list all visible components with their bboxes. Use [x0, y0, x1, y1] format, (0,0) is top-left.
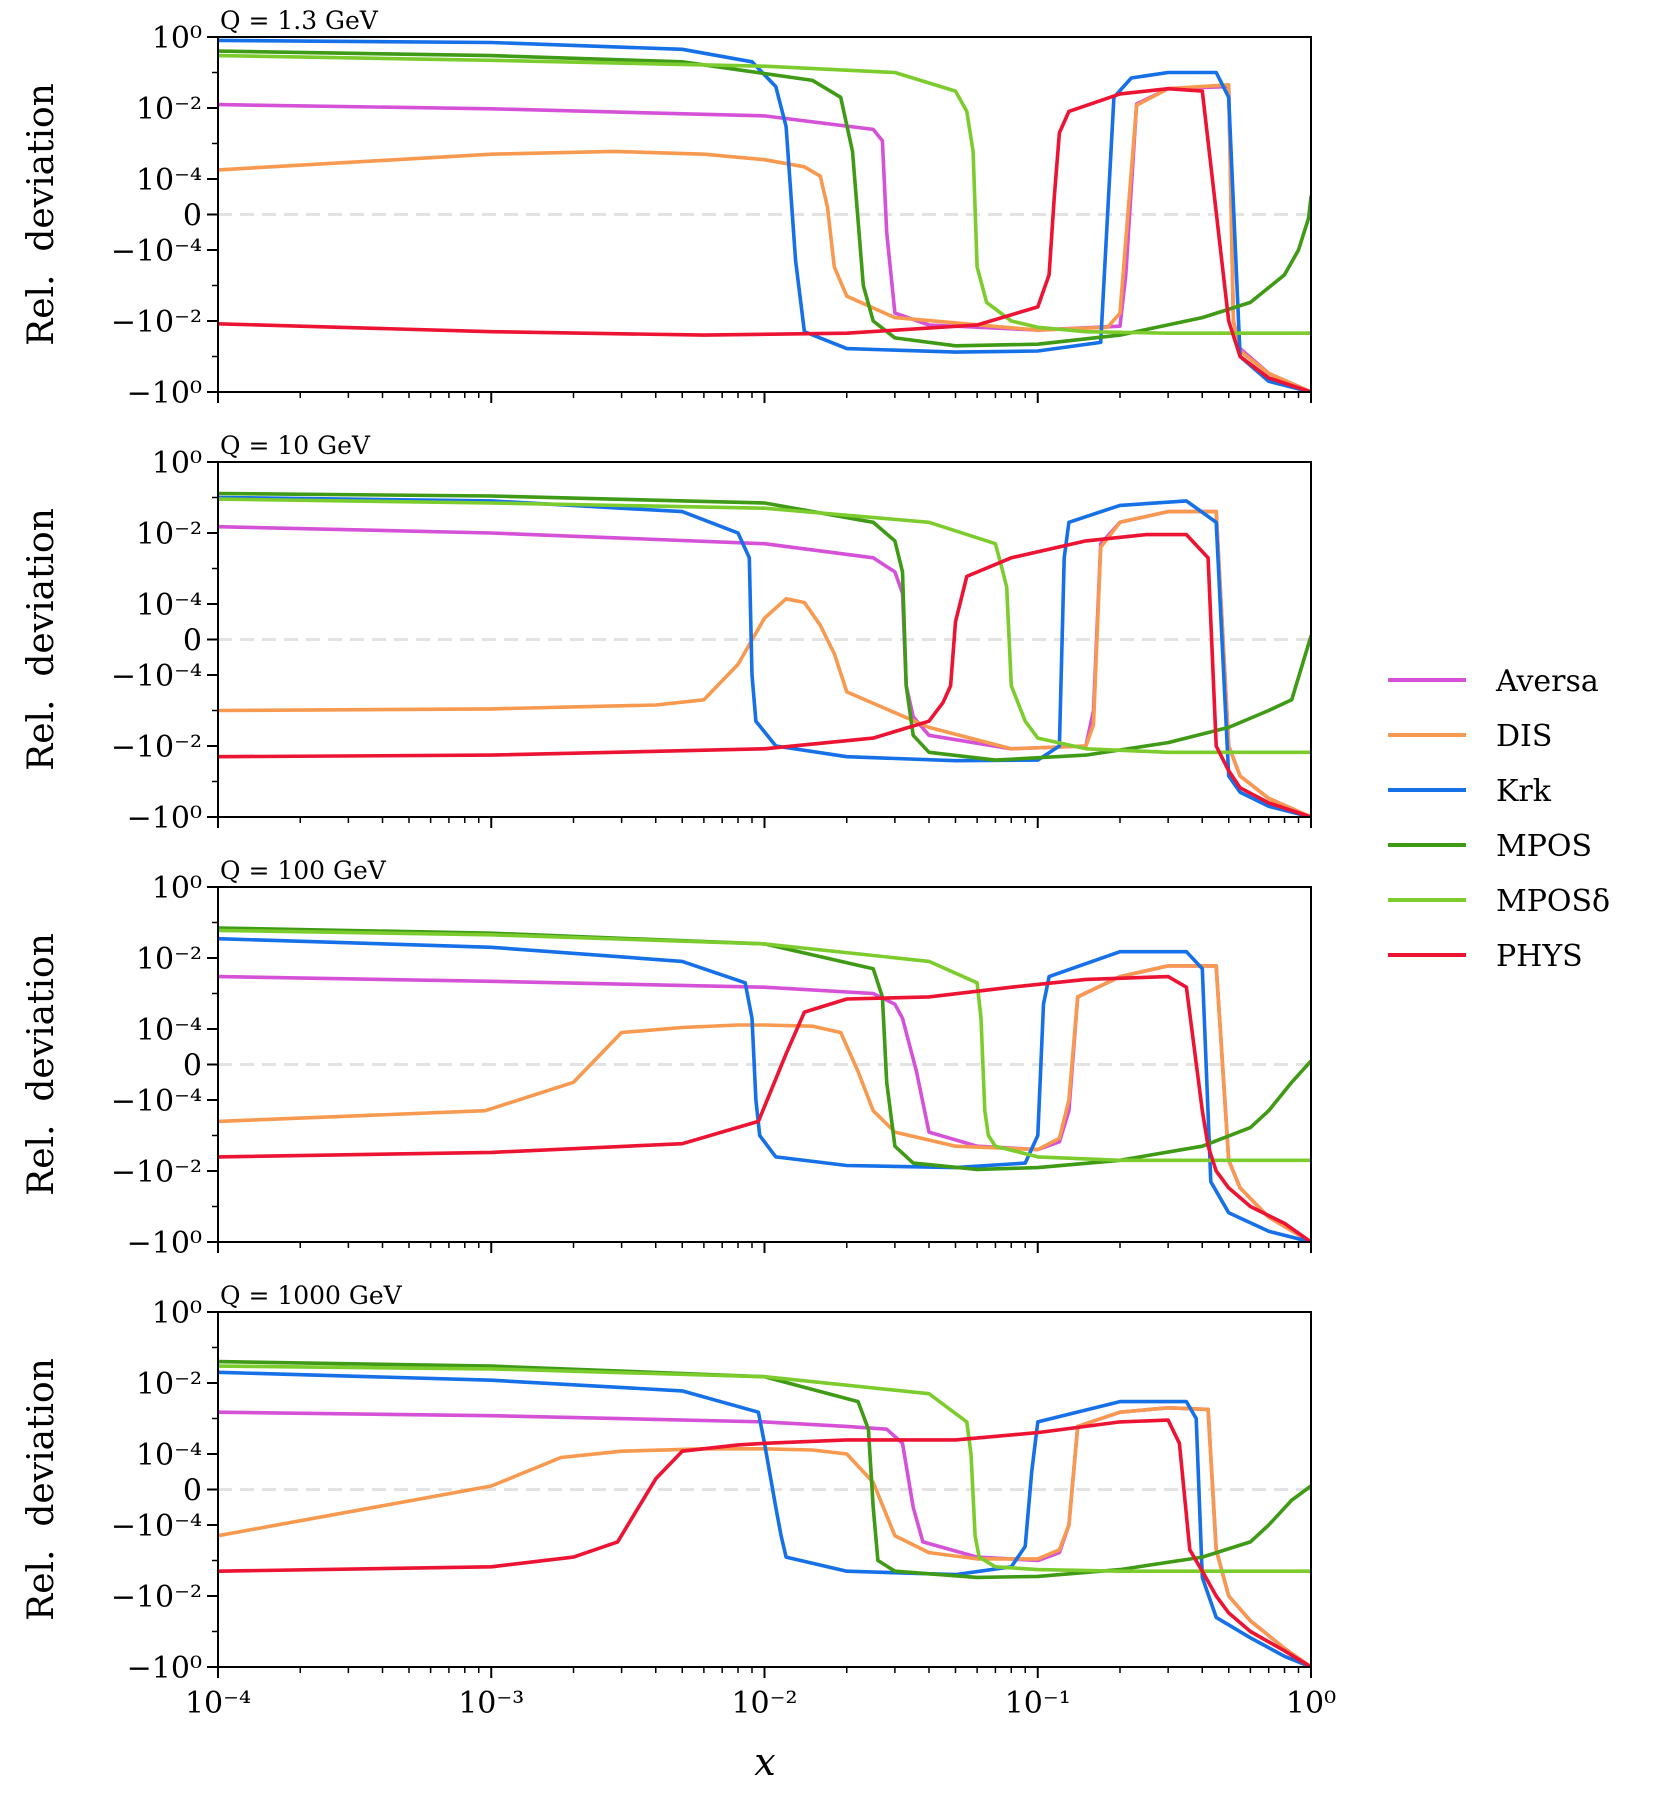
y-tick-label: 10⁻⁴ — [136, 588, 202, 623]
x-tick-label: 10⁰ — [1286, 1686, 1336, 1721]
series-line-krk — [218, 495, 1311, 817]
series-line-aversa — [218, 84, 1311, 392]
series-line-phys — [218, 532, 1311, 817]
y-tick-label: −10⁰ — [127, 801, 202, 836]
x-tick-label: 10⁻³ — [458, 1686, 524, 1721]
series-line-phys — [218, 86, 1311, 392]
y-tick-label: −10⁻² — [111, 1155, 202, 1190]
series-line-aversa — [218, 509, 1311, 817]
series-line-mpos — [218, 1364, 1311, 1573]
y-tick-label: 10⁻⁴ — [136, 163, 202, 198]
series-line-dis — [218, 509, 1311, 817]
y-tick-label: −10⁻² — [111, 1580, 202, 1615]
y-tick-label: −10⁻⁴ — [111, 1084, 202, 1119]
y-tick-label: −10⁰ — [127, 1226, 202, 1261]
y-tick-label: −10⁰ — [127, 376, 202, 411]
series-group — [218, 38, 1311, 392]
series-group — [218, 1359, 1311, 1667]
y-tick-label: 10⁻⁴ — [136, 1438, 202, 1473]
series-line-mpos — [218, 928, 1311, 1163]
legend-label: Aversa — [1495, 664, 1599, 699]
legend-item: Krk — [1388, 774, 1552, 809]
y-axis-label: Rel. deviation — [21, 83, 62, 346]
legend-label: MPOSδ — [1496, 884, 1610, 919]
y-tick-label: 10⁻⁴ — [136, 1013, 202, 1048]
legend-label: DIS — [1496, 719, 1552, 754]
y-tick-label: 10⁰ — [152, 1296, 202, 1331]
y-tick-label: −10⁻⁴ — [111, 1509, 202, 1544]
panel-3: 10⁰ 10⁻² 10⁻⁴0−10⁻⁴ −10⁻² −10⁰ Q = 100 GeV Rel… — [21, 856, 1312, 1261]
y-tick-label: 0 — [183, 624, 202, 659]
series-line-dis — [218, 964, 1311, 1242]
series-line-mpos — [218, 1359, 1311, 1580]
x-tick-label: 10⁻⁴ — [185, 1686, 251, 1721]
y-tick-label: 10⁰ — [152, 446, 202, 481]
series-line-krk — [218, 1370, 1311, 1667]
panel-1: 10⁰ 10⁻² 10⁻⁴0−10⁻⁴ −10⁻² −10⁰ Q = 1.3 GeV Rel… — [21, 6, 1312, 411]
y-tick-label: 10⁻² — [136, 1367, 202, 1402]
y-tick-label: 0 — [183, 1474, 202, 1509]
panel-title: Q = 1000 GeV — [220, 1281, 403, 1310]
series-line-mpos — [218, 497, 1311, 755]
x-tick-label: 10⁻¹ — [1005, 1686, 1071, 1721]
legend-label: PHYS — [1496, 939, 1583, 974]
y-tick-label: 10⁻² — [136, 517, 202, 552]
series-line-mpos — [218, 926, 1311, 1172]
series-line-dis — [218, 83, 1311, 392]
panel-title: Q = 100 GeV — [220, 856, 387, 885]
legend-item: MPOSδ — [1388, 884, 1610, 919]
series-group — [218, 491, 1311, 817]
series-line-krk — [218, 38, 1311, 392]
legend-item: MPOS — [1388, 829, 1592, 864]
panel-title: Q = 1.3 GeV — [220, 6, 379, 35]
y-tick-label: 10⁰ — [152, 871, 202, 906]
y-tick-label: −10⁻² — [111, 730, 202, 765]
y-tick-label: 10⁻² — [136, 92, 202, 127]
legend-item: Aversa — [1388, 664, 1599, 699]
series-line-krk — [218, 936, 1311, 1242]
legend-label: Krk — [1496, 774, 1552, 809]
y-axis-label: Rel. deviation — [21, 933, 62, 1196]
y-tick-label: −10⁰ — [127, 1651, 202, 1686]
x-axis-label: x — [754, 1740, 775, 1784]
legend-label: MPOS — [1496, 829, 1592, 864]
series-group — [218, 926, 1311, 1242]
y-axis-label: Rel. deviation — [21, 1358, 62, 1621]
y-tick-label: 0 — [183, 199, 202, 234]
legend-item: PHYS — [1388, 939, 1583, 974]
legend-item: DIS — [1388, 719, 1552, 754]
y-tick-label: −10⁻⁴ — [111, 659, 202, 694]
y-tick-label: 10⁻² — [136, 942, 202, 977]
series-line-phys — [218, 974, 1311, 1242]
legend: Aversa DIS Krk MPOS MPOSδ PHYS — [1388, 664, 1610, 974]
y-tick-label: 10⁰ — [152, 21, 202, 56]
series-line-mpos — [218, 53, 1311, 336]
panel-title: Q = 10 GeV — [220, 431, 371, 460]
y-axis-label: Rel. deviation — [21, 508, 62, 771]
series-line-phys — [218, 1418, 1311, 1667]
y-tick-label: −10⁻² — [111, 305, 202, 340]
x-tick-label: 10⁻² — [731, 1686, 797, 1721]
panel-2: 10⁰ 10⁻² 10⁻⁴0−10⁻⁴ −10⁻² −10⁰ Q = 10 GeV Rel.… — [21, 431, 1312, 836]
y-tick-label: 0 — [183, 1049, 202, 1084]
series-line-mpos — [218, 49, 1311, 348]
y-tick-label: −10⁻⁴ — [111, 234, 202, 269]
